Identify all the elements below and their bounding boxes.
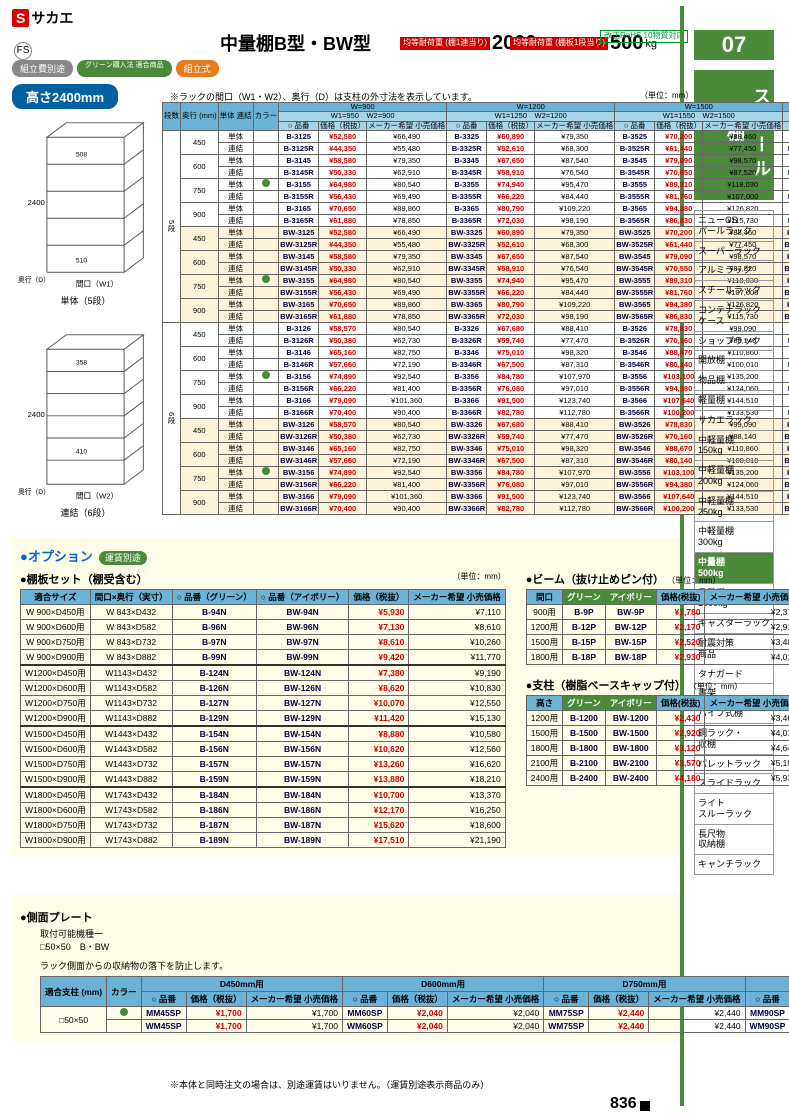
sidebar-item[interactable]: サカエラック xyxy=(694,411,774,431)
category-num: 07 xyxy=(694,30,774,60)
svg-text:2400: 2400 xyxy=(28,198,45,207)
sidebar-item[interactable]: 物品棚 xyxy=(694,371,774,391)
tags: 組立費別途 グリーン購入法 適合商品 組立式 xyxy=(12,60,219,77)
beam-table: 間口グリーンアイボリー価格(税抜)メーカー希望 小売価格900用B-9PBW-9… xyxy=(526,589,789,665)
page-title: 中量棚B型・BW型 xyxy=(220,30,371,56)
shelf-table: 適合サイズ間口×奥行（実寸）○ 品番（グリーン）○ 品番（アイボリー）価格（税抜… xyxy=(20,589,506,848)
sidebar-item[interactable]: 軽量棚 xyxy=(694,391,774,411)
sidebar-item[interactable]: 長尺物 収納棚 xyxy=(694,825,774,856)
sidebar-item[interactable]: キャンチラック xyxy=(694,855,774,875)
sidebar-item[interactable]: スーパーラック xyxy=(694,242,774,262)
fs-badge: FS xyxy=(14,42,32,60)
page-marker xyxy=(640,1101,650,1111)
sidebar-item[interactable]: スチールラック xyxy=(694,281,774,301)
sidebar-item[interactable]: アルミラック xyxy=(694,261,774,281)
svg-text:510: 510 xyxy=(76,258,87,265)
sidebar-item[interactable]: ニューCS パールラック xyxy=(694,210,774,242)
svg-text:奥行（D）: 奥行（D） xyxy=(18,275,50,284)
sidebar-item[interactable]: 中軽量棚 150kg xyxy=(694,431,774,462)
diagram-single: 2400 508 510 間口（W1） 奥行（D） 単体（5段） xyxy=(18,118,153,307)
svg-text:358: 358 xyxy=(76,360,87,367)
rohs-badge: 改正RoHS 10物質対応 xyxy=(600,30,688,43)
diagram-link: 2400 358 410 間口（W2） 奥行（D） 連結（6段） xyxy=(18,330,153,519)
foot-note: ※本体と同時注文の場合は、別途運賃はいりません。（運賃別途表示商品のみ） xyxy=(170,1078,489,1091)
svg-text:410: 410 xyxy=(76,448,87,455)
svg-text:508: 508 xyxy=(76,152,87,159)
options-section: ●オプション運賃別途 ●棚板セット（棚受含む） （単位：mm） 適合サイズ間口×… xyxy=(12,538,680,856)
sidebar-item[interactable]: 中軽量棚 250kg xyxy=(694,492,774,523)
sidebar-item[interactable]: 中軽量棚 300kg xyxy=(694,522,774,553)
side-plate-table: 適合支柱 (mm)カラーD450mm用D600mm用D750mm用D900mm用… xyxy=(40,976,789,1033)
svg-text:2400: 2400 xyxy=(28,410,45,419)
svg-text:間口（W2）: 間口（W2） xyxy=(76,492,118,501)
sidebar-item[interactable]: 中軽量棚 200kg xyxy=(694,461,774,492)
unit-mm: （単位：mm） xyxy=(640,90,693,101)
svg-text:奥行（D）: 奥行（D） xyxy=(18,487,50,496)
sidebar-item[interactable]: ショップラック xyxy=(694,332,774,352)
post-table: 高さグリーンアイボリー価格(税抜)メーカー希望 小売価格1200用B-1200B… xyxy=(526,695,789,786)
brand-logo: Sサカエ xyxy=(12,8,73,28)
sidebar-item[interactable]: 開放棚 xyxy=(694,351,774,371)
side-plate-section: ●側面プレート 取付可能機種一 □50×50 B・BW ラック側面からの収納物の… xyxy=(12,895,680,1041)
svg-text:間口（W1）: 間口（W1） xyxy=(76,280,118,289)
page-number: 836 xyxy=(610,1095,637,1113)
sidebar-item[interactable]: ライト スルーラック xyxy=(694,794,774,825)
sidebar-item[interactable]: コンテナラック ケース xyxy=(694,301,774,332)
height-label: 高さ2400mm xyxy=(12,84,118,109)
